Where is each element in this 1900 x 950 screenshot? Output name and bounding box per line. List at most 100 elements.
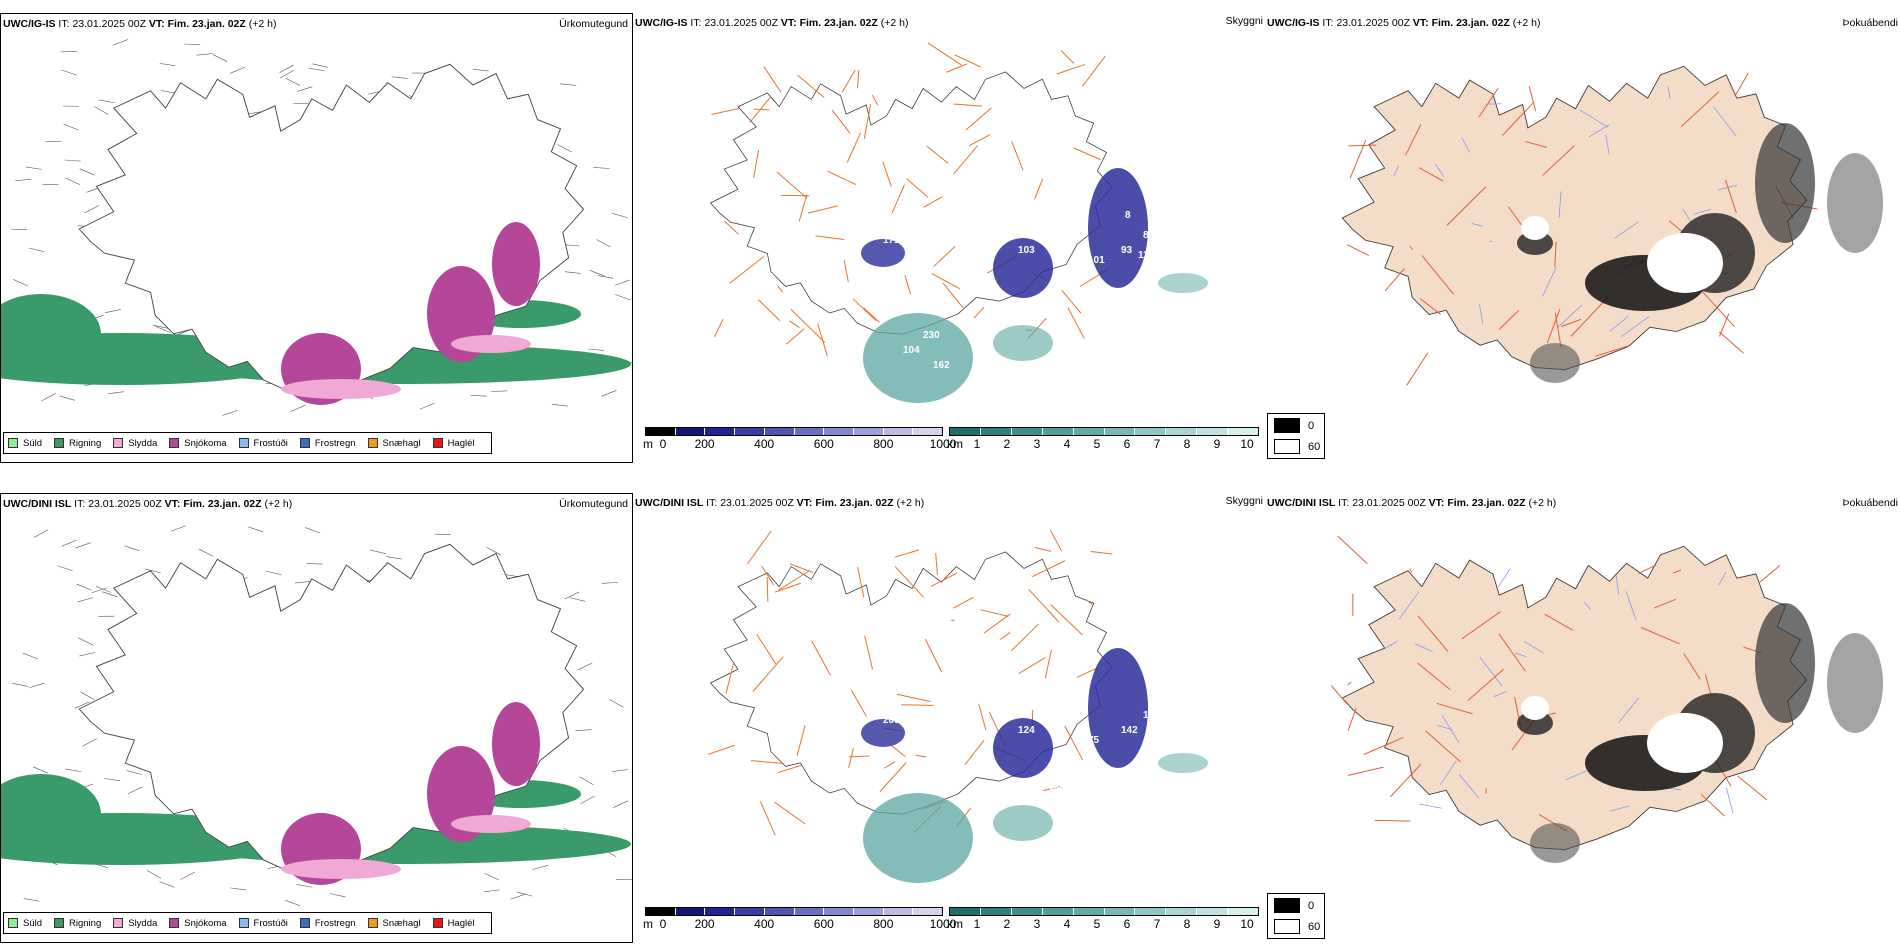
road bbox=[852, 298, 877, 322]
road bbox=[747, 530, 772, 565]
wind-barb bbox=[65, 768, 82, 772]
road bbox=[1718, 313, 1730, 337]
colorbar-tick: 4 bbox=[1063, 917, 1071, 931]
colorbar-cell bbox=[764, 908, 795, 915]
wind-barb bbox=[94, 106, 109, 115]
road bbox=[1058, 786, 1063, 789]
colorbar-cell bbox=[794, 908, 825, 915]
road bbox=[789, 320, 800, 328]
fog-area bbox=[1530, 823, 1580, 863]
road bbox=[1418, 167, 1444, 182]
sleet-area bbox=[281, 379, 401, 399]
wind-barb bbox=[230, 66, 246, 74]
wind-barb bbox=[57, 565, 73, 572]
colorbar-tick: 9 bbox=[1213, 437, 1221, 451]
road bbox=[1672, 569, 1682, 574]
wind-barb bbox=[385, 556, 402, 560]
lead-offset: (+2 h) bbox=[1512, 17, 1541, 29]
road bbox=[761, 565, 775, 586]
road bbox=[753, 149, 760, 179]
road bbox=[1498, 633, 1526, 672]
wind-barb bbox=[95, 585, 111, 593]
fog-key-value: 0 bbox=[1308, 419, 1315, 432]
road bbox=[1595, 345, 1629, 357]
wind-barb bbox=[60, 51, 77, 53]
colorbar-cell bbox=[913, 428, 943, 435]
legend-label: Snæhagl bbox=[382, 917, 421, 929]
iceland-outline bbox=[710, 551, 1113, 815]
colorbar-tick: 7 bbox=[1153, 437, 1161, 451]
cloud-value-label: 113 bbox=[1138, 250, 1155, 261]
glacier bbox=[1521, 696, 1549, 720]
it-label: IT: bbox=[706, 497, 718, 509]
colorbar-cell bbox=[853, 908, 884, 915]
ceiling-colorbar: m 0 200 400 600 800 1000 bbox=[643, 907, 956, 931]
panel-cloud-row-1: 171 138 103 106 94 214 101 93 80 72 67 69 93 60 113 8 23… bbox=[633, 13, 1265, 463]
road bbox=[871, 94, 879, 106]
wind-barb bbox=[65, 177, 81, 186]
road bbox=[1082, 55, 1106, 87]
it-label: IT: bbox=[1338, 497, 1350, 509]
road bbox=[1725, 179, 1737, 214]
river bbox=[1625, 591, 1637, 621]
panel-fog-row-1: 0 60 UWC/IG-IS IT: 23.01.2025 00Z VT: Fim.… bbox=[1265, 13, 1900, 463]
wind-barb bbox=[79, 652, 96, 657]
legend-item: Snjókoma bbox=[169, 438, 227, 449]
wind-barb bbox=[279, 69, 295, 79]
river bbox=[1579, 109, 1609, 128]
river bbox=[1523, 640, 1544, 654]
road bbox=[1554, 241, 1557, 267]
low-cloud-area bbox=[861, 719, 905, 747]
wind-barb bbox=[77, 597, 93, 603]
low-visibility-area bbox=[993, 805, 1053, 841]
colorbar-cell bbox=[1228, 908, 1259, 915]
cloud-panel-title: Skyggni bbox=[1225, 15, 1263, 27]
colorbar-tick: 6 bbox=[1123, 917, 1131, 931]
road bbox=[751, 760, 783, 764]
road bbox=[777, 285, 784, 293]
cloud-value-label: 142 bbox=[1121, 725, 1138, 736]
road bbox=[1067, 307, 1085, 339]
wind-barb bbox=[491, 390, 508, 392]
it-value: 23.01.2025 00Z bbox=[1352, 497, 1426, 509]
cloud-value-label: 12 bbox=[1143, 710, 1155, 721]
road bbox=[725, 661, 735, 694]
legend-swatch bbox=[54, 918, 65, 928]
fog-key-row: 0 bbox=[1274, 898, 1314, 913]
road bbox=[1090, 551, 1113, 555]
road bbox=[1467, 669, 1504, 701]
river bbox=[1489, 240, 1493, 243]
colorbar-tick: 200 bbox=[694, 437, 715, 451]
wind-barb bbox=[29, 682, 45, 689]
legend-item: Slydda bbox=[113, 918, 157, 929]
wind-barb bbox=[79, 168, 95, 176]
road bbox=[1737, 775, 1768, 801]
wind-barb bbox=[180, 871, 195, 880]
road bbox=[1421, 255, 1455, 295]
colorbar-tick: 2 bbox=[1003, 917, 1011, 931]
panel-precip-row-1: Súld Rigning Slydda Snjókoma Frostúði Frostre… bbox=[0, 13, 634, 463]
wind-barb bbox=[564, 591, 580, 600]
wind-barb bbox=[64, 159, 81, 162]
panel-fog-row-2: 0 60 UWC/DINI ISL IT: 23.01.2025 00Z VT: F… bbox=[1265, 493, 1900, 943]
road bbox=[831, 109, 851, 134]
wind-barb bbox=[486, 547, 501, 556]
lead-offset: (+2 h) bbox=[880, 17, 909, 29]
road bbox=[1384, 268, 1405, 292]
wind-barb bbox=[532, 865, 549, 870]
road bbox=[713, 319, 724, 338]
river bbox=[1693, 208, 1712, 215]
colorbar-swatches bbox=[645, 907, 943, 916]
road bbox=[915, 754, 927, 758]
colorbar-cell bbox=[646, 908, 676, 915]
river bbox=[1556, 304, 1583, 329]
road bbox=[924, 638, 943, 673]
iceland-outline bbox=[1341, 545, 1808, 851]
vt-value: Fim. 23.jan. 02Z bbox=[167, 18, 246, 30]
legend-label: Rigning bbox=[69, 437, 102, 449]
road bbox=[1085, 599, 1093, 605]
colorbar-tick: 10 bbox=[1240, 437, 1254, 451]
road bbox=[778, 570, 810, 591]
colorbar-tick: 600 bbox=[813, 917, 834, 931]
legend-label: Haglél bbox=[447, 917, 475, 929]
